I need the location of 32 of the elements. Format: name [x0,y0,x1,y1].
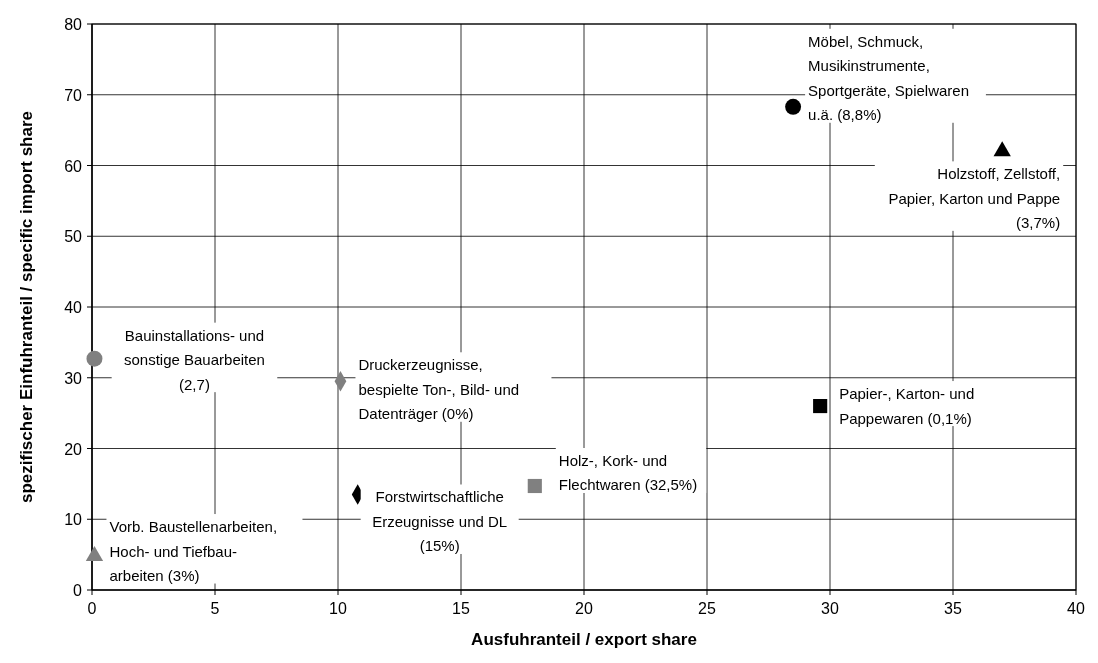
x-tick-label: 35 [944,600,962,617]
point [813,398,828,414]
x-axis-title: Ausfuhranteil / export share [471,630,697,649]
series-label: Druckerzeugnisse, bespielte Ton-, Bild- und Datenträger (0%) [358,356,520,423]
y-tick-label: 80 [64,16,83,33]
point [527,478,542,494]
series-label: Bauinstallations- und sonstige Bauarbeiten (2,7) [123,326,265,393]
x-tick-label: 5 [210,600,220,617]
y-axis-title: spezifischer Einfuhranteil / specific import share [17,110,36,504]
text: Holzstoff, Zellstoff, Papier, Karton und Pappe (3,7%) [888,165,1061,232]
x-tick-label: 10 [329,600,347,617]
y-tick-label: 40 [64,299,83,316]
series-label: Möbel, Schmuck, Musikinstrumente, Sportgeräte, Spielwaren u.ä. (8,8%) [808,32,970,124]
y-tick-label: 30 [64,369,83,387]
x-tick-label: 15 [452,600,470,617]
x-tick-label: 25 [698,600,716,617]
y-tick-label: 70 [64,86,83,104]
x-tick-label: 20 [575,600,593,617]
x-tick-label: 40 [1067,600,1085,617]
y-tick-label: 10 [64,511,83,529]
y-tick-label: 0 [73,582,83,599]
y-tick-label: 20 [64,440,83,458]
point [785,98,802,115]
series-label: Forstwirtschaftliche Erzeugnisse und DL (15%) [372,488,508,555]
series-label: Papier-, Karton- und Pappewaren (0,1%) [839,385,975,427]
x-tick-label: 0 [87,600,97,617]
y-tick-label: 50 [64,228,83,246]
x-tick-label: 30 [821,600,839,617]
point [86,350,103,367]
series-label: Vorb. Baustellenarbeiten, Hoch- und Tiefbau- arbeiten (3%) [109,518,278,585]
y-tick-label: 60 [64,157,83,175]
series-label: Holz-, Kork- und Flechtwaren (32,5%) [558,452,698,494]
